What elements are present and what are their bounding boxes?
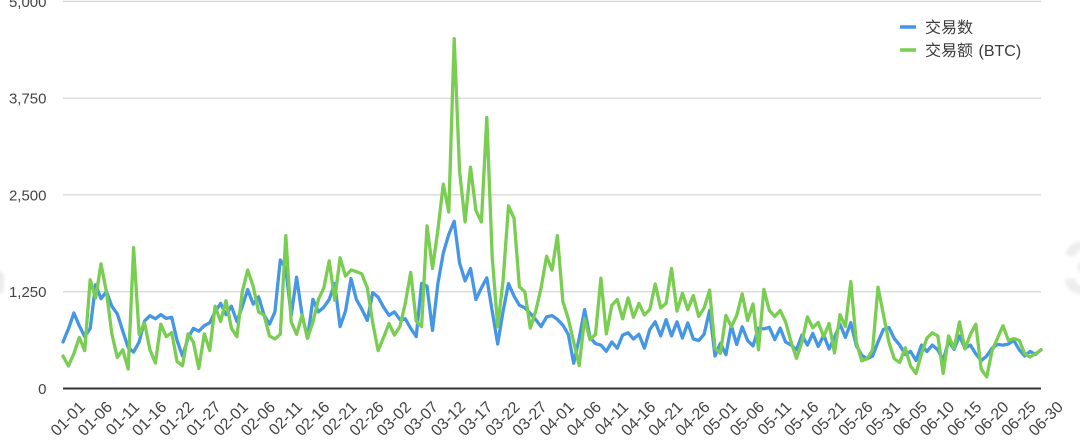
- svg-text:5,000: 5,000: [9, 0, 47, 11]
- svg-text:3: 3: [1063, 226, 1080, 309]
- svg-text:3,750: 3,750: [9, 91, 47, 108]
- svg-text:0: 0: [38, 381, 46, 398]
- svg-text:1,250: 1,250: [9, 284, 47, 301]
- svg-text:(BTC): (BTC): [979, 43, 1022, 60]
- svg-text:2,500: 2,500: [9, 187, 47, 204]
